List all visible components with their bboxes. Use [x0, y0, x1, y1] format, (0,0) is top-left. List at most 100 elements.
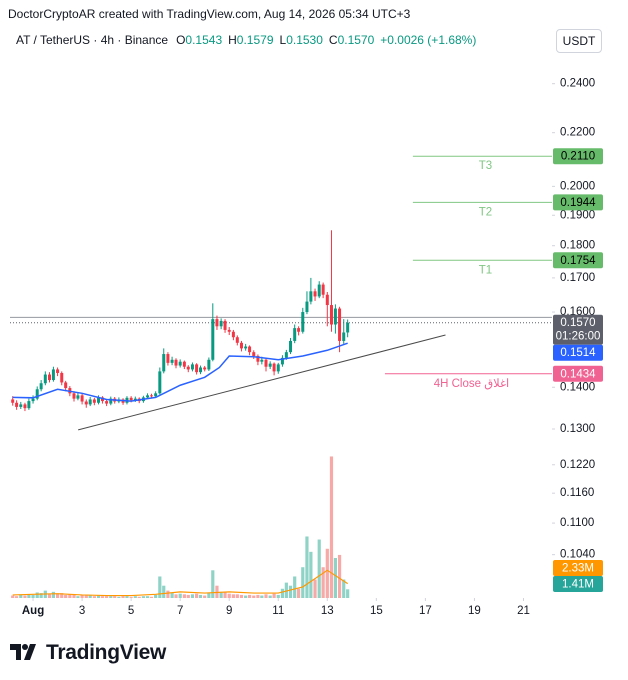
y-tick-label: 0.1160 [560, 487, 594, 499]
candle-body [149, 395, 153, 397]
x-tick-label: 5 [128, 605, 134, 617]
volume-bar [223, 592, 227, 598]
volume-bar [88, 595, 92, 598]
candle-body [207, 359, 211, 370]
x-tick-label: 19 [468, 605, 481, 617]
candle-body [23, 404, 27, 409]
y-tick-label: 0.2200 [560, 127, 595, 139]
volume-bar [55, 593, 60, 598]
candle-body [80, 395, 84, 402]
legend: AT / TetherUS · 4h · Binance O0.1543 H0.15… [16, 33, 482, 47]
candle-body [158, 371, 162, 394]
volume-bar [309, 551, 313, 598]
level-label: 0.2110 [561, 151, 595, 163]
volume-bar [80, 594, 84, 598]
volume-bar [305, 536, 309, 598]
volume-bar [125, 596, 129, 598]
volume-bar [342, 579, 346, 598]
watermark: DoctorCryptoAR created with TradingView.… [8, 7, 411, 21]
candle-body [289, 340, 293, 353]
candle-body [256, 355, 260, 362]
level-label: 0.1754 [560, 255, 596, 267]
candle-body [174, 359, 178, 366]
volume-ma-label-box [553, 560, 603, 576]
volume-bar [313, 579, 317, 598]
volume-label: 1.41M [562, 579, 594, 591]
volume-bar [346, 589, 350, 598]
candle-body [223, 320, 227, 330]
candle-body [162, 354, 166, 372]
volume-bar [60, 593, 64, 598]
candle-body [182, 361, 186, 367]
volume-bar [158, 576, 162, 598]
volume-bar [252, 595, 256, 598]
volume-bar [276, 594, 280, 598]
volume-bar [293, 576, 297, 598]
volume-bar [15, 596, 19, 598]
candle-body [35, 389, 39, 399]
candle-body [92, 399, 96, 403]
x-tick-label: 15 [370, 605, 383, 617]
x-tick-label: 21 [517, 605, 530, 617]
volume-bar [47, 594, 52, 598]
candle-body [317, 284, 321, 297]
level-name: T2 [479, 206, 492, 218]
volume-bar [329, 456, 334, 598]
volume-bar [247, 594, 252, 598]
x-tick-label: Aug [22, 605, 44, 617]
candle-body [325, 294, 329, 306]
y-tick-label: 0.1100 [560, 517, 594, 529]
volume-bar [272, 593, 276, 598]
ohlc-name: O [176, 33, 186, 47]
candle-body [11, 399, 15, 403]
candle-body [170, 359, 174, 363]
volume-bar [76, 596, 80, 598]
volume-bar [317, 539, 321, 598]
volume-bar [231, 594, 235, 598]
last-price-label-box [553, 314, 603, 345]
candle-body [227, 329, 231, 332]
x-tick-label: 9 [226, 605, 232, 617]
volume-bar [215, 585, 219, 598]
volume-bar [11, 595, 15, 598]
candle-body [321, 284, 325, 295]
candle-body [178, 361, 182, 366]
y-tick-label: 0.2400 [560, 78, 595, 90]
countdown: 01:26:00 [556, 331, 601, 343]
volume-bar [96, 595, 101, 598]
volume-bar [133, 596, 137, 598]
chart: 0.24000.22000.20000.19000.18000.17000.16… [10, 78, 603, 617]
x-tick-label: 11 [272, 605, 284, 617]
x-tick-label: 13 [321, 605, 334, 617]
footer: TradingView [10, 638, 166, 668]
candle-body [219, 320, 223, 327]
x-tick-label: 17 [419, 605, 432, 617]
ohlc-value: 0.1530 [286, 33, 323, 47]
volume-bar [182, 594, 186, 598]
candle-body [239, 342, 243, 349]
volume-bar [84, 595, 88, 598]
candle-body [235, 337, 239, 343]
volume-bar [264, 594, 268, 598]
volume-bar [174, 594, 178, 598]
level-label-box [553, 365, 603, 382]
symbol: AT / TetherUS · 4h · Binance [16, 33, 169, 47]
brand-logo [10, 644, 36, 660]
volume-bar [284, 582, 288, 598]
volume-bar [35, 592, 39, 598]
volume-bar [288, 585, 293, 598]
level-label-box [553, 194, 603, 211]
y-tick-label: 0.1040 [560, 549, 595, 561]
y-tick-label: 0.1300 [560, 423, 595, 435]
candle-body [268, 363, 272, 367]
candle-body [252, 352, 256, 356]
candle-body [27, 401, 31, 409]
y-tick-label: 0.1900 [560, 209, 595, 221]
ohlc-value: 0.1570 [337, 33, 375, 47]
candle-body [105, 401, 109, 404]
currency-button[interactable]: USDT [556, 29, 602, 53]
brand-name: TradingView [46, 641, 167, 664]
volume-bar [109, 596, 113, 598]
last-price-label: 0.1570 [560, 317, 595, 329]
